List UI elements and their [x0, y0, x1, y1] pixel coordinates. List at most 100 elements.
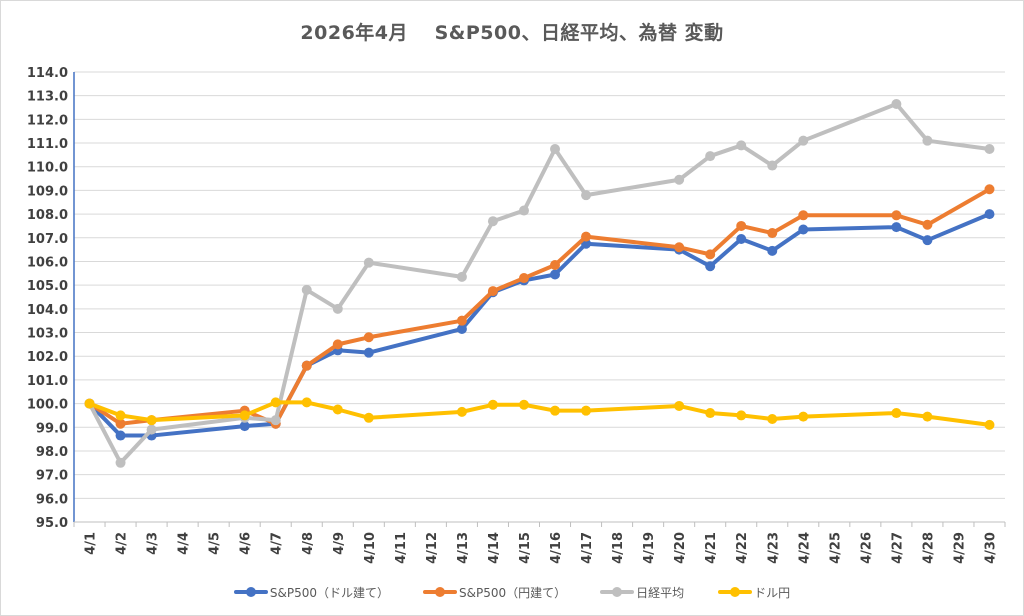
legend-swatch — [422, 587, 457, 597]
x-tick-label: 4/6 — [239, 532, 254, 555]
data-point — [239, 421, 250, 432]
y-tick-label: 108.0 — [27, 208, 68, 223]
data-point — [581, 231, 592, 242]
data-point — [922, 235, 933, 246]
data-point — [767, 413, 778, 424]
data-point — [798, 135, 809, 146]
x-tick-label: 4/3 — [146, 532, 161, 555]
data-point — [363, 332, 374, 343]
x-tick-label: 4/29 — [952, 532, 967, 564]
data-point — [301, 284, 312, 295]
data-point — [270, 415, 281, 426]
x-tick-label: 4/27 — [890, 532, 905, 564]
data-point — [767, 245, 778, 256]
data-point — [301, 360, 312, 371]
x-tick-label: 4/17 — [580, 532, 595, 564]
data-point — [736, 233, 747, 244]
data-point — [891, 98, 902, 109]
y-tick-label: 96.0 — [36, 492, 68, 507]
x-tick-label: 4/21 — [704, 532, 719, 564]
y-tick-label: 101.0 — [27, 374, 68, 389]
data-point — [301, 397, 312, 408]
data-point — [115, 418, 126, 429]
x-tick-label: 4/14 — [487, 532, 502, 564]
data-point — [736, 220, 747, 231]
data-point — [922, 219, 933, 230]
y-tick-label: 104.0 — [27, 303, 68, 318]
data-point — [487, 216, 498, 227]
legend-item: S&P500（ドル建て） — [233, 582, 389, 602]
x-tick-label: 4/22 — [735, 532, 750, 564]
x-tick-label: 4/11 — [394, 532, 409, 564]
data-point — [146, 415, 157, 426]
x-tick-label: 4/20 — [673, 532, 688, 564]
data-point — [767, 160, 778, 171]
data-point — [332, 303, 343, 314]
x-tick-label: 4/23 — [766, 532, 781, 564]
x-tick-label: 4/25 — [828, 532, 843, 564]
data-point — [115, 410, 126, 421]
y-tick-label: 98.0 — [36, 445, 68, 460]
legend-swatch — [600, 587, 635, 597]
data-point — [984, 143, 995, 154]
legend-swatch — [233, 587, 268, 597]
y-tick-label: 103.0 — [27, 327, 68, 342]
data-point — [891, 408, 902, 419]
data-point — [146, 424, 157, 435]
series-line — [87, 187, 992, 426]
data-point — [922, 135, 933, 146]
x-tick-label: 4/5 — [208, 532, 223, 555]
data-point — [767, 228, 778, 239]
y-tick-label: 99.0 — [36, 421, 68, 436]
data-point — [332, 339, 343, 350]
data-point — [363, 347, 374, 358]
x-tick-label: 4/30 — [983, 532, 998, 564]
y-tick-label: 110.0 — [27, 161, 68, 176]
data-point — [115, 430, 126, 441]
x-tick-label: 4/12 — [425, 532, 440, 564]
data-point — [705, 151, 716, 162]
legend-marker — [434, 587, 445, 597]
y-tick-label: 112.0 — [27, 113, 68, 128]
data-point — [456, 323, 467, 334]
legend-label: S&P500（ドル建て） — [269, 585, 389, 600]
data-point — [581, 405, 592, 416]
y-tick-label: 106.0 — [27, 255, 68, 270]
data-point — [984, 209, 995, 220]
data-point — [518, 399, 529, 410]
legend-label: ドル円 — [754, 585, 791, 600]
data-point — [456, 271, 467, 282]
legend-label: S&P500（円建て） — [458, 585, 567, 600]
x-tick-label: 4/10 — [363, 532, 378, 564]
data-point — [705, 249, 716, 260]
data-point — [581, 190, 592, 201]
data-point — [798, 210, 809, 221]
data-point — [891, 222, 902, 233]
series-line — [87, 212, 992, 438]
y-tick-label: 107.0 — [27, 232, 68, 247]
data-point — [239, 410, 250, 421]
x-tick-label: 4/16 — [549, 532, 564, 564]
y-tick-label: 114.0 — [27, 66, 68, 81]
data-point — [550, 260, 561, 271]
data-point — [550, 269, 561, 280]
x-tick-label: 4/26 — [859, 532, 874, 564]
x-tick-label: 4/18 — [611, 532, 626, 564]
data-point — [984, 419, 995, 430]
x-tick-label: 4/19 — [642, 532, 657, 564]
x-tick-label: 4/1 — [84, 532, 99, 555]
data-point — [84, 398, 95, 409]
x-tick-label: 4/4 — [177, 532, 192, 555]
data-point — [518, 273, 529, 284]
legend-item: 日経平均 — [600, 582, 684, 602]
y-tick-label: 97.0 — [36, 469, 68, 484]
x-tick-label: 4/15 — [518, 532, 533, 564]
legend-item: ドル円 — [718, 582, 790, 602]
y-tick-label: 95.0 — [36, 516, 68, 531]
legend-marker — [612, 587, 623, 597]
data-point — [456, 315, 467, 326]
legend-item: S&P500（円建て） — [422, 582, 567, 602]
data-point — [518, 205, 529, 216]
